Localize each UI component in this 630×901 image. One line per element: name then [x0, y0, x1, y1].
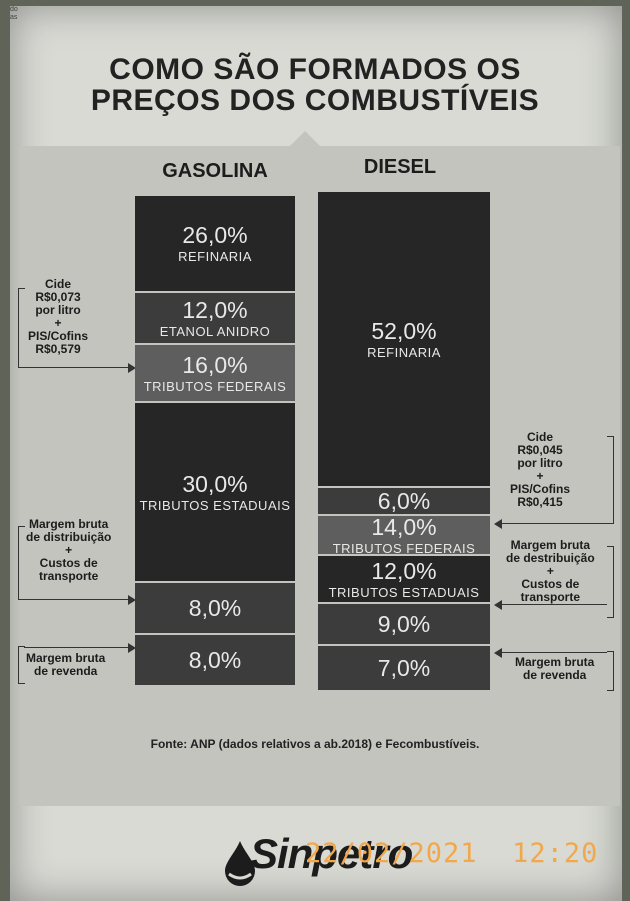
diesel-segment-value: 14,0% — [371, 513, 437, 540]
gasolina-segment-value: 8,0% — [188, 595, 242, 621]
gasolina-resale-note: Margem bruta de revenda — [26, 651, 106, 678]
diesel-federal-arrowhead — [494, 519, 502, 529]
gasolina-federal-note: Cide R$0,073 por litro + PIS/Cofins R$0,… — [28, 277, 89, 356]
diesel-segment-3: 14,0% TRIBUTOS FEDERAIS — [318, 513, 490, 556]
gasolina-distribution-note: Margem bruta de distribuição + Custos de… — [26, 517, 112, 583]
gasolina-federal-arrow-line — [24, 367, 128, 368]
diesel-resale-arrowhead — [494, 648, 502, 658]
title-line-1: COMO SÃO FORMADOS OS — [109, 53, 521, 86]
gasolina-segment-5: 8,0% — [135, 583, 295, 633]
sinpetro-logo: Sinpetro — [250, 830, 413, 877]
diesel-segment-2: 6,0% — [318, 488, 490, 514]
gasolina-segment-4: 30,0% TRIBUTOS ESTADUAIS — [135, 403, 295, 581]
diesel-federal-note: Cide R$0,045 por litro + PIS/Cofins R$0,… — [510, 430, 571, 509]
diesel-segment-value: 6,0% — [377, 488, 431, 514]
gasolina-segment-label: TRIBUTOS ESTADUAIS — [139, 497, 291, 513]
gasolina-segment-value: 30,0% — [182, 470, 248, 497]
diesel-header: DIESEL — [363, 156, 437, 178]
gasolina-resale-bracket — [18, 646, 25, 684]
diesel-distribution-bracket — [607, 546, 614, 618]
gasolina-segment-value: 26,0% — [182, 222, 248, 248]
diesel-segment-label: TRIBUTOS FEDERAIS — [332, 540, 476, 556]
gasolina-header: GASOLINA — [162, 160, 268, 182]
panel-notch — [290, 131, 320, 146]
diesel-segment-label: TRIBUTOS ESTADUAIS — [328, 584, 480, 600]
gasolina-federal-bracket — [18, 288, 25, 368]
gasolina-segment-value: 8,0% — [188, 647, 242, 673]
gasolina-federal-arrowhead — [128, 363, 136, 373]
gasolina-resale-arrowhead — [128, 643, 136, 653]
diesel-federal-arrow-line — [500, 523, 607, 524]
gasolina-resale-arrow-line — [24, 647, 128, 648]
gasolina-segment-value: 12,0% — [182, 296, 248, 323]
diesel-segment-value: 12,0% — [371, 557, 437, 584]
gasolina-segment-value: 16,0% — [182, 351, 248, 378]
gasolina-distribution-bracket — [18, 526, 25, 600]
diesel-segment-5: 9,0% — [318, 604, 490, 644]
diesel-resale-bracket — [607, 651, 614, 691]
diesel-segment-1: 52,0% REFINARIA — [318, 192, 490, 486]
diesel-segment-6: 7,0% — [318, 646, 490, 690]
corner-text: do as — [10, 6, 18, 21]
diesel-resale-arrow-line — [500, 652, 607, 653]
gasolina-segment-3: 16,0% TRIBUTOS FEDERAIS — [135, 345, 295, 401]
title-line-2: PREÇOS DOS COMBUSTÍVEIS — [90, 84, 540, 117]
gasolina-segment-label: ETANOL ANIDRO — [159, 323, 271, 339]
newspaper-page: do as COMO SÃO FORMADOS OS PREÇOS DOS CO… — [10, 6, 622, 901]
diesel-segment-label: REFINARIA — [367, 344, 441, 360]
diesel-segment-4: 12,0% TRIBUTOS ESTADUAIS — [318, 556, 490, 602]
diesel-distribution-arrow-line — [500, 604, 607, 605]
gasolina-segment-1: 26,0% REFINARIA — [135, 196, 295, 291]
sinpetro-drop-icon — [225, 841, 255, 886]
gasolina-segment-2: 12,0% ETANOL ANIDRO — [135, 293, 295, 343]
diesel-segment-value: 52,0% — [371, 317, 437, 344]
timestamp: 22/02/2021 12:20 — [305, 838, 599, 869]
gasolina-distribution-arrow-line — [24, 599, 128, 600]
diesel-segment-value: 7,0% — [377, 655, 431, 681]
source-note: Fonte: ANP (dados relativos a ab.2018) e… — [150, 737, 480, 751]
diesel-resale-note: Margem bruta de revenda — [515, 655, 595, 682]
page-title: COMO SÃO FORMADOS OS PREÇOS DOS COMBUSTÍ… — [90, 54, 540, 116]
gasolina-segment-label: REFINARIA — [178, 249, 252, 264]
gasolina-segment-6: 8,0% — [135, 635, 295, 685]
gasolina-segment-label: TRIBUTOS FEDERAIS — [143, 378, 287, 394]
diesel-federal-bracket — [607, 436, 614, 524]
diesel-distribution-arrowhead — [494, 600, 502, 610]
gasolina-distribution-arrowhead — [128, 595, 136, 605]
diesel-distribution-note: Margem bruta de destribuição + Custos de… — [506, 538, 595, 604]
diesel-segment-value: 9,0% — [377, 611, 431, 637]
